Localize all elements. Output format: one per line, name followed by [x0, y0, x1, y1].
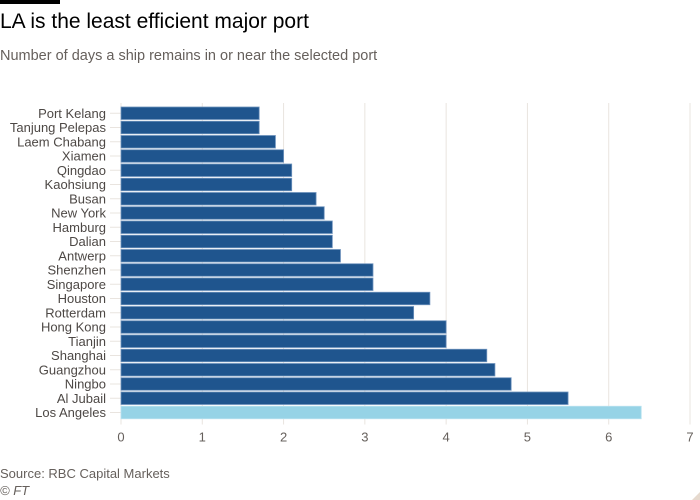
- x-tick-label: 2: [280, 430, 287, 445]
- category-label: Tanjung Pelepas: [10, 120, 107, 135]
- category-label: Tianjin: [68, 334, 106, 349]
- category-label: Dalian: [69, 234, 106, 249]
- category-label: Laem Chabang: [17, 134, 106, 149]
- x-tick-label: 5: [524, 430, 531, 445]
- bars: [120, 106, 642, 420]
- bar: [120, 220, 333, 234]
- bar: [120, 149, 284, 163]
- bar: [120, 263, 374, 277]
- chart-subtitle: Number of days a ship remains in or near…: [0, 48, 378, 64]
- source-note: Source: RBC Capital Markets: [0, 466, 170, 481]
- bar: [120, 106, 260, 120]
- category-label: Rotterdam: [45, 305, 106, 320]
- bar: [120, 334, 447, 348]
- bar: [120, 363, 496, 377]
- bar: [120, 234, 333, 249]
- chart-title: LA is the least efficient major port: [0, 10, 309, 33]
- bar: [120, 306, 415, 320]
- category-label: Xiamen: [62, 149, 106, 164]
- x-tick-label: 1: [199, 430, 206, 445]
- bar-highlighted: [120, 405, 642, 420]
- brand-top-bar: [0, 0, 60, 4]
- category-label: Al Jubail: [57, 391, 106, 406]
- bar: [120, 277, 374, 291]
- x-tick-label: 7: [686, 430, 693, 445]
- category-label: Los Angeles: [35, 405, 106, 420]
- category-label: Ningbo: [65, 377, 106, 392]
- bar: [120, 163, 293, 177]
- category-label: Kaohsiung: [45, 177, 106, 192]
- bar: [120, 120, 260, 135]
- ft-credit: © FT: [0, 483, 30, 498]
- category-label: Houston: [58, 291, 106, 306]
- x-tick-label: 4: [443, 430, 450, 445]
- bar: [120, 206, 325, 220]
- bar: [120, 249, 341, 263]
- bar: [120, 348, 488, 363]
- corner-decoration: [692, 492, 700, 500]
- category-label: Guangzhou: [39, 362, 106, 377]
- bar: [120, 377, 512, 391]
- bar: [120, 391, 569, 405]
- category-label: Singapore: [47, 277, 106, 292]
- category-label: New York: [51, 206, 106, 221]
- category-label: Shenzhen: [47, 263, 106, 278]
- category-label: Hamburg: [53, 220, 106, 235]
- category-label: Qingdao: [57, 163, 106, 178]
- bar: [120, 320, 447, 334]
- bar: [120, 135, 276, 149]
- x-tick-label: 0: [117, 430, 124, 445]
- x-tick-label: 3: [361, 430, 368, 445]
- bar: [120, 177, 293, 192]
- category-label: Antwerp: [58, 248, 106, 263]
- category-label: Hong Kong: [41, 320, 106, 335]
- bar: [120, 291, 431, 306]
- category-label: Port Kelang: [38, 106, 106, 121]
- bar: [120, 192, 317, 206]
- category-label: Shanghai: [51, 348, 106, 363]
- category-label: Busan: [69, 191, 106, 206]
- x-tick-labels: 0 1 2 3 4 5 6 7: [117, 430, 693, 445]
- x-tick-label: 6: [605, 430, 612, 445]
